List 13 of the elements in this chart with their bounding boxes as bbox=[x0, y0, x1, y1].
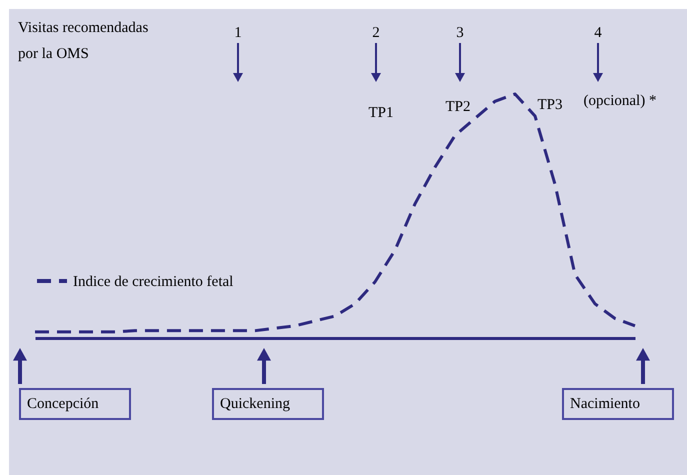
annotation: TP1 bbox=[368, 104, 394, 123]
legend-label: Indice de crecimiento fetal bbox=[73, 274, 234, 290]
annotation: TP3 bbox=[537, 96, 563, 115]
text: Quickening bbox=[212, 388, 324, 420]
text: 3 bbox=[456, 24, 464, 43]
annotation: TP2 bbox=[445, 98, 471, 117]
annotation: (opcional) * bbox=[584, 92, 656, 111]
text: Concepción bbox=[19, 388, 131, 420]
text: 2 bbox=[372, 24, 380, 43]
text: 1 bbox=[234, 24, 242, 43]
text: Nacimiento bbox=[562, 388, 674, 420]
text: 4 bbox=[594, 24, 602, 43]
text: Visitas recomendadas por la OMS bbox=[18, 19, 150, 64]
